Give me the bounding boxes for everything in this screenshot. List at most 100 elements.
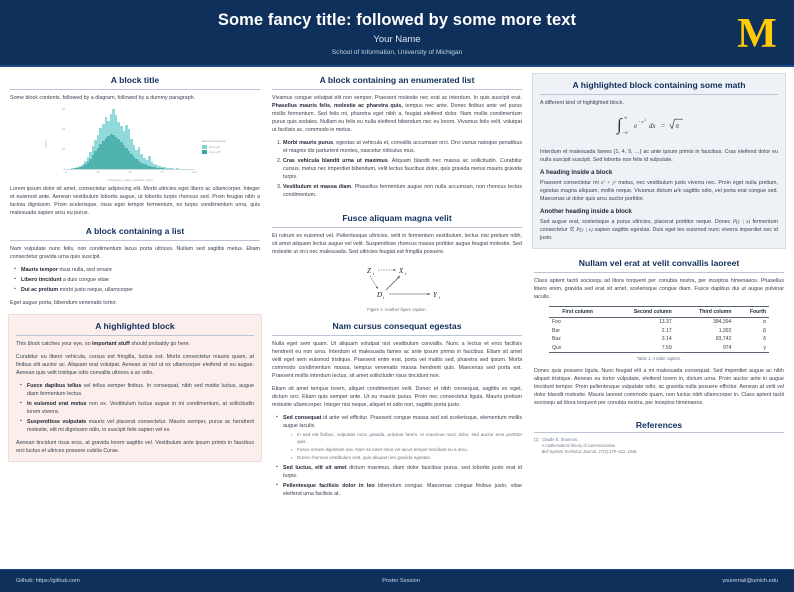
bar-series-a <box>168 168 172 170</box>
bar-series-b <box>81 166 85 170</box>
table-cell: 2.17 <box>661 327 672 334</box>
histogram-bar <box>145 107 149 170</box>
block-title: Nullam vel erat at velit convallis laore… <box>578 258 740 269</box>
list-item-text: risus nulla, sed ornare <box>57 267 112 274</box>
text-part: fermentum consectetur <box>540 219 778 234</box>
histogram-bar <box>155 107 159 170</box>
text-part: Sed augue erat, scelerisque a purus ultr… <box>540 219 733 226</box>
list-item-lead: Pellentesque facilisis dolor in leo <box>283 482 375 489</box>
node-sub-z: i <box>373 271 375 276</box>
bar-series-a <box>148 156 151 170</box>
bullet-list: Mauris tempor risus nulla, sed ornare Lib… <box>10 266 260 294</box>
highlight-lead-text: This block catches your eye, so importan… <box>16 340 254 348</box>
svg-text:−∞: −∞ <box>622 130 629 135</box>
bar-series-b <box>84 164 87 170</box>
footer-email[interactable]: youremail@umich.edu <box>722 578 778 584</box>
block-intro-text: Vivamus congue volutpat elit non semper.… <box>272 94 522 134</box>
bar-series-b <box>140 163 144 170</box>
block-body-text: Nulla eget sem quam. Ut aliquam volutpat… <box>272 341 522 380</box>
footer-github-link[interactable]: Github: https://github.com <box>16 578 80 584</box>
bar-series-a <box>153 164 156 170</box>
bar-series-b <box>96 148 100 170</box>
highlight-outro-text: Aenean tincidunt risus eros, at gravida … <box>16 440 254 455</box>
histogram-figure: count 0 20 40 60 0 25 50 75 100 Histogram x val… <box>10 107 260 183</box>
y-tick: 40 <box>61 127 66 132</box>
column-3: A highlighted block containing some math… <box>532 73 786 567</box>
table-row: Foo 13.37 384,394 α <box>549 318 769 327</box>
node-sub-y: i <box>439 295 441 300</box>
block-a-highlighted-block: A highlighted block This block catches y… <box>8 314 262 463</box>
highlight-body-text: Curabitur eu libero vehicula, cursus est… <box>16 354 254 377</box>
list-item-lead: In euismod erat metus <box>27 401 87 408</box>
list-item-lead: Morbi mauris purus <box>283 140 334 147</box>
table-cell: β <box>763 327 766 334</box>
block-enumerated-list: A block containing an enumerated list Vi… <box>270 73 524 204</box>
list-item: Sed luctus, elit sit amet dictum maximus… <box>276 464 522 480</box>
bar-series-b <box>91 155 95 170</box>
text-part: metus, nec vestibulum justo viverra nec.… <box>540 180 778 195</box>
edge-z-to-d <box>369 276 379 290</box>
svg-text:dx: dx <box>649 122 657 130</box>
inline-math: x² + y² <box>600 180 617 187</box>
legend-label-b: Group B <box>209 150 221 155</box>
histogram-bar <box>192 107 195 169</box>
sub-bullet-list: In sed est finibus, vulputate nunc gravi… <box>283 432 522 462</box>
histogram-bar <box>137 107 141 170</box>
divider <box>10 240 260 242</box>
bar-series-a <box>127 129 131 170</box>
list-item-text: . Aliquam blandit nec massa ac sollicitu… <box>283 158 523 181</box>
histogram-bar <box>71 107 74 170</box>
bar-series-b <box>153 167 156 170</box>
bar-series-a <box>143 158 146 170</box>
list-item-lead: Fusce dapibus tellus <box>27 383 82 390</box>
divider <box>540 94 778 95</box>
bar-series-b <box>145 165 149 170</box>
histogram-bar <box>86 107 90 170</box>
block-title: Nam cursus consequat egestas <box>332 321 462 332</box>
bar-series-b <box>112 135 115 170</box>
table-cell: 974 <box>674 343 735 353</box>
block-title: A block containing a list <box>85 226 185 237</box>
histogram-bar <box>153 107 156 170</box>
y-tick-labels: 0 20 40 60 <box>54 107 66 171</box>
x-axis-label: Histogram x value (arbitrary units) <box>107 178 153 183</box>
column-2: A block containing an enumerated list Vi… <box>270 73 524 567</box>
table-cell: Bar <box>552 327 560 334</box>
lead-bold: important stuff <box>92 341 130 348</box>
list-item-text: . Phasellus fermentum augue non nulla ac… <box>283 184 522 199</box>
histogram-bar <box>81 107 85 170</box>
bar-series-b <box>114 137 118 170</box>
inline-math: ∇ₓ P(y | x) <box>569 227 593 234</box>
list-item-lead: Mauris tempor <box>21 267 58 274</box>
references-title: References <box>635 419 683 430</box>
list-item-text: , egestas at vehicula et, convallis accu… <box>283 140 522 155</box>
x-tick-labels: 0 25 50 75 100 <box>65 170 196 176</box>
list-item: Suspendisse vulputate mauris vel placera… <box>20 418 254 434</box>
reference-number: [1] <box>534 436 539 442</box>
intro-part-a: Vivamus congue volutpat elit non semper.… <box>272 95 522 101</box>
table-row: Qux 7.59 974 γ <box>549 343 769 353</box>
list-item: Pellentesque facilisis dolor in leo bibe… <box>276 482 522 498</box>
histogram-bar <box>76 107 79 170</box>
footer-session: Poster Session <box>382 578 420 584</box>
table-cell: Foo <box>552 319 561 326</box>
bar-series-b <box>102 141 105 170</box>
divider <box>10 89 260 90</box>
legend-title: Experiment group <box>202 139 226 144</box>
svg-text:2: 2 <box>645 118 647 122</box>
list-item-lead: Vestibulum et massa diam <box>283 184 352 191</box>
list-item-text: non ex. Vestibulum luctus augue in mi co… <box>27 401 254 416</box>
histogram-bar <box>102 107 105 170</box>
bar-series-b <box>117 139 120 170</box>
bar-series-b <box>109 134 113 170</box>
histogram-bar <box>104 107 108 170</box>
block-intro-text: A different kind of highlighted block. <box>540 100 624 106</box>
enumerated-list: Morbi mauris purus, egestas at vehicula … <box>272 139 522 199</box>
histogram-plot: count 0 20 40 60 0 25 50 75 100 Histogram x val… <box>44 107 197 183</box>
list-item-text: id ante vel efficitur. Praesent congue m… <box>283 415 523 430</box>
block-title: A highlighted block <box>95 321 175 332</box>
poster-columns: A block title Some block contents, follo… <box>0 67 794 569</box>
bar-series-b <box>130 154 133 170</box>
histogram-bar <box>160 107 164 170</box>
bar-series-a <box>71 168 74 170</box>
